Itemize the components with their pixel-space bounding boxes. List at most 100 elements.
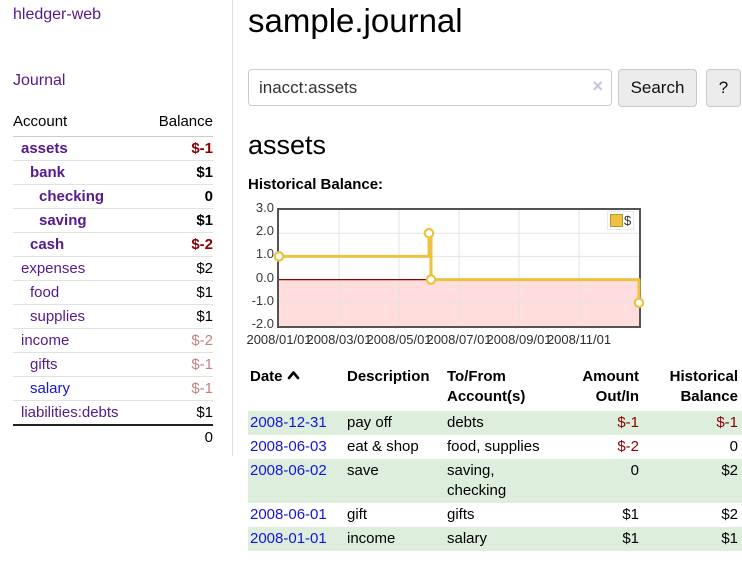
account-balance: $-1 — [145, 376, 213, 401]
account-link[interactable]: expenses — [21, 260, 86, 277]
chart-plot-area — [273, 208, 645, 328]
y-axis-tick-label: -2.0 — [251, 316, 274, 331]
spacer — [13, 424, 146, 449]
sort-ascending-icon[interactable] — [287, 370, 300, 380]
account-balance: 0 — [145, 184, 213, 209]
transaction-description: pay off — [345, 411, 445, 435]
register-row: 2008-06-03 eat & shop food, supplies $-2… — [248, 435, 742, 459]
account-balance: $-1 — [145, 136, 213, 161]
account-row: bank $1 — [13, 160, 213, 185]
accounts-header-balance: Balance — [145, 111, 213, 137]
account-row: checking 0 — [13, 184, 213, 209]
accounts-header-line2: Account(s) — [447, 388, 526, 405]
search-form: × Search ? — [248, 69, 742, 107]
transaction-description: eat & shop — [347, 438, 419, 455]
account-link[interactable]: liabilities:debts — [21, 404, 119, 421]
amount-header-line1: Amount — [582, 368, 639, 385]
data-point-marker — [633, 297, 645, 309]
x-axis-tick-label: 2008/03/01 — [306, 332, 372, 347]
search-input[interactable] — [248, 69, 612, 106]
account-link[interactable]: assets — [21, 140, 68, 157]
accounts-table: Account Balance assets $-1 bank $1 check… — [13, 111, 213, 449]
transaction-balance: $2 — [721, 506, 738, 523]
accounts-header-row: Account Balance — [13, 111, 213, 137]
account-row: gifts $-1 — [13, 352, 213, 377]
account-link[interactable]: supplies — [30, 308, 86, 325]
transaction-accounts: food, supplies — [447, 438, 540, 455]
account-balance: $1 — [145, 400, 213, 426]
account-balance: $1 — [145, 208, 213, 233]
transaction-amount: $-2 — [617, 438, 639, 455]
account-link[interactable]: cash — [30, 236, 65, 253]
column-header-description: Description — [347, 368, 430, 385]
account-heading: assets — [248, 130, 327, 160]
account-balance: $2 — [145, 256, 213, 281]
account-balance: $-2 — [145, 232, 213, 257]
account-link[interactable]: saving — [39, 212, 87, 229]
account-balance: $-2 — [145, 328, 213, 353]
column-header-accounts: To/From Account(s) — [445, 365, 557, 411]
historical-balance-chart: $ 3.0 2.0 1.0 0.0 -1.0 -2.0 2008/01/01 2008/03/… — [246, 200, 742, 352]
legend-label: $ — [624, 213, 632, 228]
column-header-amount: Amount Out/In — [557, 365, 643, 411]
help-button[interactable]: ? — [706, 69, 741, 107]
register-row: 2008-01-01 income salary $1 $1 — [248, 527, 742, 551]
transaction-date-link[interactable]: 2008-06-03 — [250, 438, 327, 455]
sidebar-item-journal[interactable]: Journal — [13, 72, 66, 89]
transaction-date-link[interactable]: 2008-01-01 — [250, 530, 327, 547]
page-title: sample.journal — [248, 2, 463, 39]
transaction-amount: 0 — [557, 459, 643, 503]
account-balance: $1 — [145, 160, 213, 185]
y-axis-tick-label: 2.0 — [255, 223, 274, 239]
transaction-accounts: saving, checking — [445, 459, 557, 503]
account-row: salary $-1 — [13, 376, 213, 401]
chart-heading: Historical Balance: — [248, 176, 384, 193]
account-row: liabilities:debts $1 — [13, 400, 213, 426]
account-link[interactable]: bank — [30, 164, 66, 181]
transaction-accounts: salary — [445, 527, 557, 551]
account-row: saving $1 — [13, 208, 213, 233]
account-row: food $1 — [13, 280, 213, 305]
app-title-link[interactable]: hledger-web — [13, 6, 102, 23]
search-button[interactable]: Search — [618, 69, 697, 107]
transaction-description: income — [345, 527, 445, 551]
search-input-wrap: × — [248, 69, 612, 106]
account-link[interactable]: checking — [39, 188, 105, 205]
register-row: 2008-06-01 gift gifts $1 $2 — [248, 503, 742, 527]
column-header-date[interactable]: Date — [248, 365, 345, 411]
transaction-date-link[interactable]: 2008-06-01 — [250, 506, 327, 523]
accounts-header-account: Account — [13, 111, 146, 137]
x-axis-tick-label: 2008/01/01 — [246, 332, 312, 347]
transaction-date-link[interactable]: 2008-06-02 — [250, 462, 327, 479]
clear-search-icon[interactable]: × — [592, 76, 603, 96]
legend-swatch — [610, 214, 623, 227]
transaction-description: save — [345, 459, 445, 503]
account-link[interactable]: gifts — [30, 356, 58, 373]
x-axis-tick-label: 2008/09/01 — [486, 332, 552, 347]
y-axis-tick-label: 1.0 — [255, 246, 274, 262]
transaction-balance: $1 — [643, 527, 742, 551]
balance-header-line2: Balance — [680, 388, 738, 405]
account-link[interactable]: income — [21, 332, 70, 349]
transaction-description: gift — [347, 506, 368, 523]
transaction-accounts: debts — [445, 411, 557, 435]
accounts-total-balance: 0 — [145, 424, 213, 449]
data-point-marker — [273, 251, 285, 262]
account-link[interactable]: food — [30, 284, 60, 301]
data-point-marker — [423, 227, 435, 239]
y-axis-tick-label: -1.0 — [251, 292, 274, 308]
transaction-date-link[interactable]: 2008-12-31 — [250, 414, 327, 431]
account-row: supplies $1 — [13, 304, 213, 329]
register-row: 2008-12-31 pay off debts $-1 $-1 — [248, 411, 742, 435]
y-axis-tick-label: 0.0 — [255, 269, 274, 285]
column-header-balance: Historical Balance — [643, 365, 742, 411]
register-table: Date Description To/From Account(s) Amou… — [248, 365, 742, 551]
amount-header-line2: Out/In — [595, 388, 639, 405]
account-row: income $-2 — [13, 328, 213, 353]
account-link[interactable]: salary — [30, 380, 71, 397]
x-axis-tick-label: 2008/05/01 — [366, 332, 432, 347]
transaction-balance: 0 — [729, 438, 738, 455]
account-balance: $-1 — [145, 352, 213, 377]
x-axis-tick-label: 2008/07/01 — [426, 332, 492, 347]
